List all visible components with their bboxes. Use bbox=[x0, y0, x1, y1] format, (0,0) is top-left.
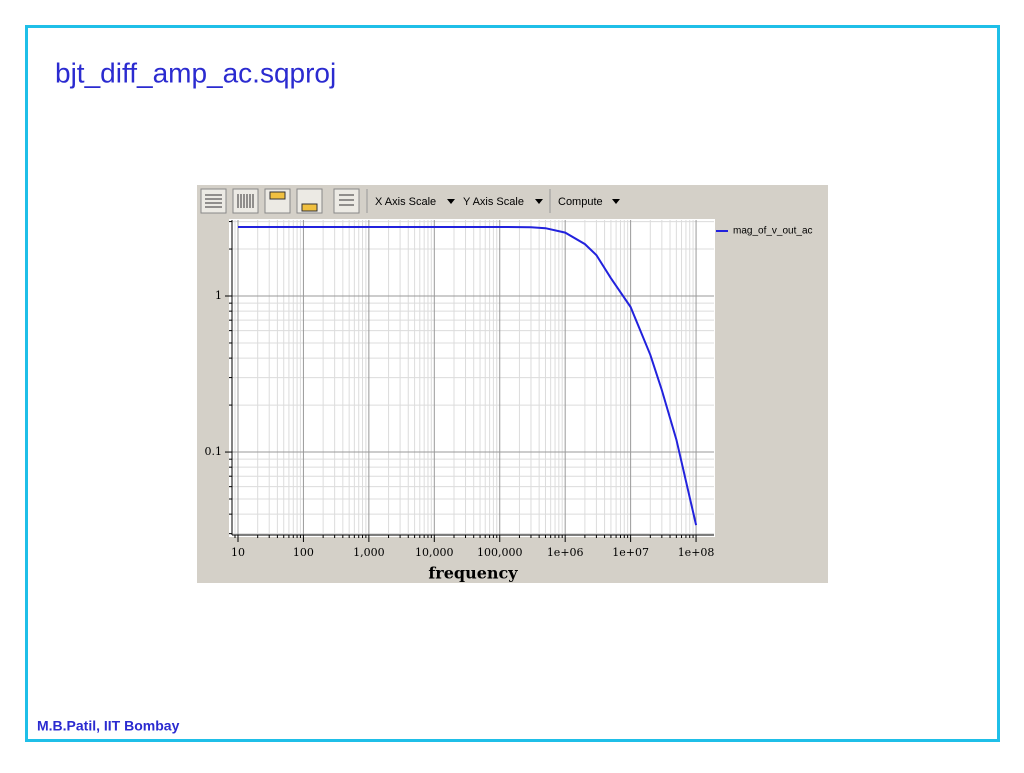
toolbar: X Axis Scale Y Axis Scale Compute bbox=[200, 188, 620, 214]
icon bbox=[205, 194, 222, 208]
slide-border bbox=[25, 25, 1000, 742]
toolbar-menu[interactable]: Compute bbox=[558, 196, 603, 208]
toolbar-button[interactable] bbox=[232, 188, 259, 214]
y-tick-label: 0.1 bbox=[205, 445, 223, 458]
x-tick-label: 1e+08 bbox=[678, 546, 715, 559]
x-tick-label: 100 bbox=[293, 546, 314, 559]
data-line bbox=[238, 226, 698, 526]
toolbar-menu[interactable]: Y Axis Scale bbox=[463, 196, 524, 208]
icon bbox=[237, 194, 254, 208]
x-tick-label: 10 bbox=[231, 546, 245, 559]
dropdown-arrow bbox=[447, 199, 455, 204]
x-tick-label: 1e+07 bbox=[612, 546, 649, 559]
slide-footer: M.B.Patil, IIT Bombay bbox=[37, 718, 180, 734]
toolbar-button[interactable] bbox=[200, 188, 227, 214]
icon bbox=[301, 203, 318, 212]
y-tick-label: 1 bbox=[215, 289, 222, 302]
icon bbox=[269, 191, 286, 200]
toolbar-button[interactable] bbox=[333, 188, 360, 214]
x-tick-label: 10,000 bbox=[415, 546, 454, 559]
x-tick-label: 1,000 bbox=[353, 546, 385, 559]
x-axis-label: frequency bbox=[428, 564, 518, 583]
x-tick-label: 1e+06 bbox=[547, 546, 584, 559]
toolbar-menu[interactable]: X Axis Scale bbox=[375, 196, 436, 208]
slide-title: bjt_diff_amp_ac.sqproj bbox=[55, 57, 336, 88]
icon bbox=[339, 194, 354, 206]
dropdown-arrow bbox=[612, 199, 620, 204]
x-tick-label: 100,000 bbox=[477, 546, 523, 559]
legend-label: mag_of_v_out_ac bbox=[733, 226, 813, 237]
dropdown-arrow bbox=[535, 199, 543, 204]
